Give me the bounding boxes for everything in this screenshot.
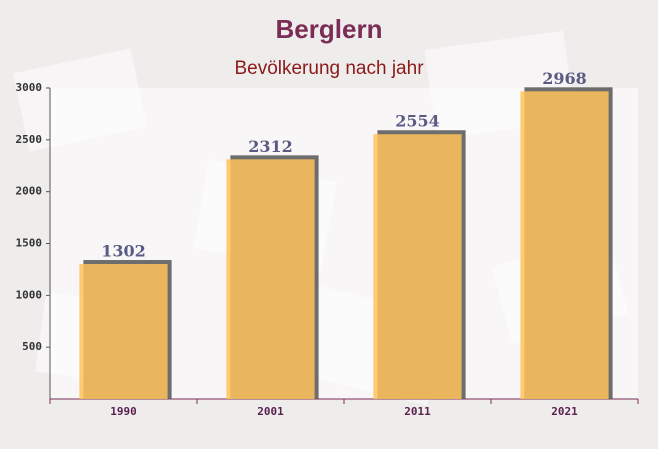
chart-subtitle: Bevölkerung nach jahr	[234, 58, 424, 79]
y-tick-label: 3000	[16, 81, 43, 94]
y-tick-label: 1500	[16, 237, 43, 250]
bar	[520, 91, 609, 400]
x-tick-label: 2001	[257, 405, 284, 418]
bar	[79, 264, 168, 399]
value-label: 2312	[248, 137, 293, 156]
y-tick-label: 500	[22, 340, 42, 353]
x-tick-label: 2011	[404, 405, 431, 418]
value-label: 2554	[395, 112, 440, 131]
chart-title: Berglern	[276, 14, 383, 44]
bar	[226, 159, 315, 399]
y-tick-label: 1000	[16, 288, 43, 301]
y-tick-label: 2000	[16, 185, 43, 198]
value-label: 1302	[101, 242, 146, 261]
x-tick-label: 2021	[551, 405, 578, 418]
x-tick-label: 1990	[110, 405, 137, 418]
value-label: 2968	[542, 69, 587, 88]
bar	[373, 134, 462, 399]
y-tick-label: 2500	[16, 133, 43, 146]
